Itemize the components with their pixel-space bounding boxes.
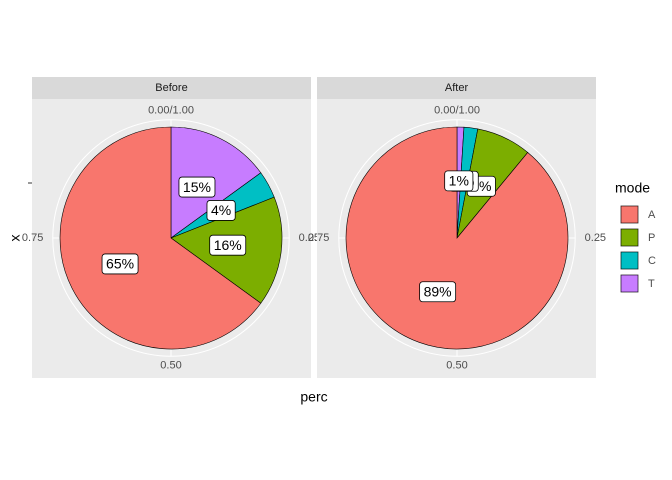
strip [317, 77, 596, 99]
pie-slice [59, 126, 262, 350]
x-tick-label: 0.25 [585, 232, 606, 244]
data-label: 89% [419, 281, 457, 303]
data-label-text: 89% [424, 283, 452, 299]
x-tick-label: 0.75 [22, 232, 43, 244]
data-label-box [209, 234, 247, 256]
data-label: 4% [206, 200, 236, 221]
data-label: 16% [209, 234, 247, 256]
x-tick-label: 0.75 [308, 232, 329, 244]
x-tick-label: 0.00/1.00 [434, 104, 480, 116]
data-label-text: 15% [183, 179, 211, 195]
legend-key [620, 251, 639, 270]
data-label-box [419, 281, 457, 303]
legend-label: P [648, 232, 655, 244]
x-axis-title: perc [300, 389, 327, 405]
legend-key [620, 274, 639, 293]
data-label-text: 16% [214, 237, 242, 253]
pie-slice [345, 126, 569, 350]
legend-title: mode [615, 180, 650, 196]
data-label-text: 4% [211, 202, 231, 218]
legend-label: A [648, 209, 656, 221]
data-label-text: 1% [449, 173, 469, 189]
x-tick-label: 0.25 [299, 232, 320, 244]
legend-label: T [648, 278, 655, 290]
y-axis-title: x [7, 235, 23, 242]
legend-key [620, 228, 639, 247]
data-label-box [178, 176, 216, 198]
legend-label: C [648, 255, 656, 267]
pie-slice [170, 126, 262, 239]
data-label: 65% [101, 253, 139, 275]
data-label-box [206, 200, 236, 221]
x-tick-label: 0.50 [446, 360, 467, 372]
strip-label: Before [155, 82, 187, 94]
legend-key [620, 205, 639, 224]
data-label-text: 65% [106, 256, 134, 272]
data-label-box [444, 170, 474, 192]
data-label: 1% [444, 170, 474, 192]
strip [32, 77, 311, 99]
strip-label: After [445, 82, 469, 94]
data-label-box [101, 253, 139, 275]
data-label: 15% [178, 176, 216, 198]
x-tick-label: 0.00/1.00 [148, 104, 194, 116]
x-tick-label: 0.50 [160, 360, 181, 372]
